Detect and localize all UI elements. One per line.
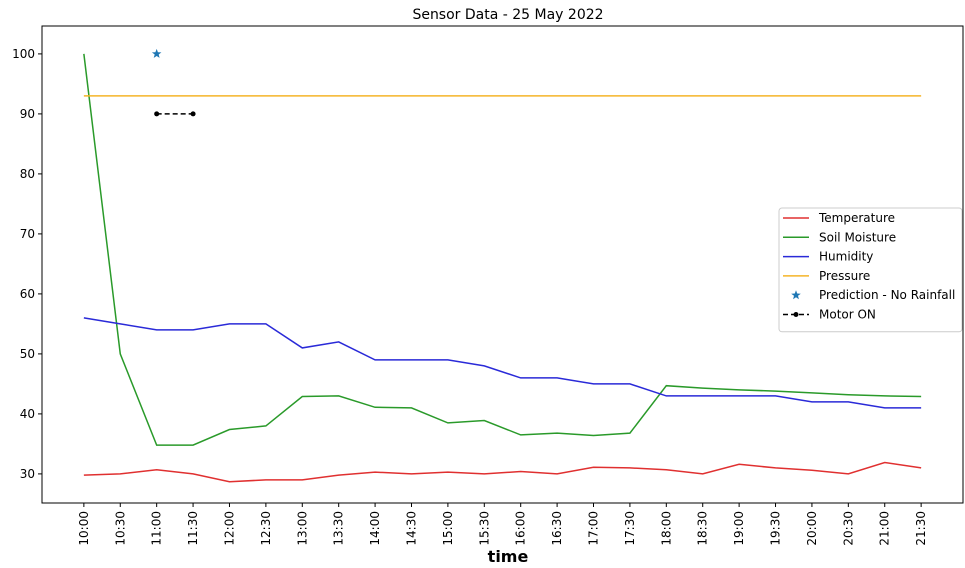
legend-label: Prediction - No Rainfall [819,288,955,302]
x-tick-label: 11:00 [150,511,164,546]
dot-marker [154,111,160,117]
chart-title: Sensor Data - 25 May 2022 [412,7,603,23]
x-tick-label: 15:30 [477,511,491,546]
x-tick-label: 20:30 [841,511,855,546]
y-tick-label: 80 [20,167,35,181]
legend-label: Humidity [819,250,873,264]
x-tick-label: 16:00 [514,511,528,546]
series-line [83,53,922,446]
legend-box [778,207,963,333]
y-tick-label: 60 [20,287,35,301]
x-tick-label: 11:30 [186,511,200,546]
x-tick-label: 17:00 [587,511,601,546]
x-tick-label: 19:00 [732,511,746,546]
x-tick-label: 13:30 [332,511,346,546]
legend-label: Pressure [819,269,870,283]
x-tick-label: 18:30 [696,511,710,546]
x-tick-label: 12:00 [222,511,236,546]
x-tick-label: 17:30 [623,511,637,546]
x-tick-label: 12:30 [259,511,273,546]
x-axis-label: time [488,547,529,566]
y-tick-label: 90 [20,107,35,121]
y-tick-label: 40 [20,407,35,421]
plot-frame [41,25,964,504]
dot-marker [190,111,196,117]
x-tick-label: 14:30 [404,511,418,546]
x-tick-label: 15:00 [441,511,455,546]
star-marker [151,48,162,58]
legend-marker [793,312,799,317]
x-tick-label: 21:30 [914,511,928,546]
x-tick-label: 13:00 [295,511,309,546]
y-tick-label: 30 [20,467,35,481]
legend-label: Temperature [818,211,895,225]
legend-label: Soil Moisture [819,230,896,244]
series-line [83,461,922,483]
x-tick-label: 18:00 [659,511,673,546]
legend-marker [791,290,801,300]
series-line [83,317,922,409]
y-tick-label: 50 [20,347,35,361]
x-tick-label: 10:30 [113,511,127,546]
x-tick-label: 14:00 [368,511,382,546]
x-tick-label: 21:00 [878,511,892,546]
x-tick-label: 20:00 [805,511,819,546]
x-tick-label: 19:30 [769,511,783,546]
x-tick-label: 16:30 [550,511,564,546]
legend-label: Motor ON [819,308,876,322]
y-tick-label: 100 [12,47,35,61]
x-tick-label: 10:00 [77,511,91,546]
y-tick-label: 70 [20,227,35,241]
